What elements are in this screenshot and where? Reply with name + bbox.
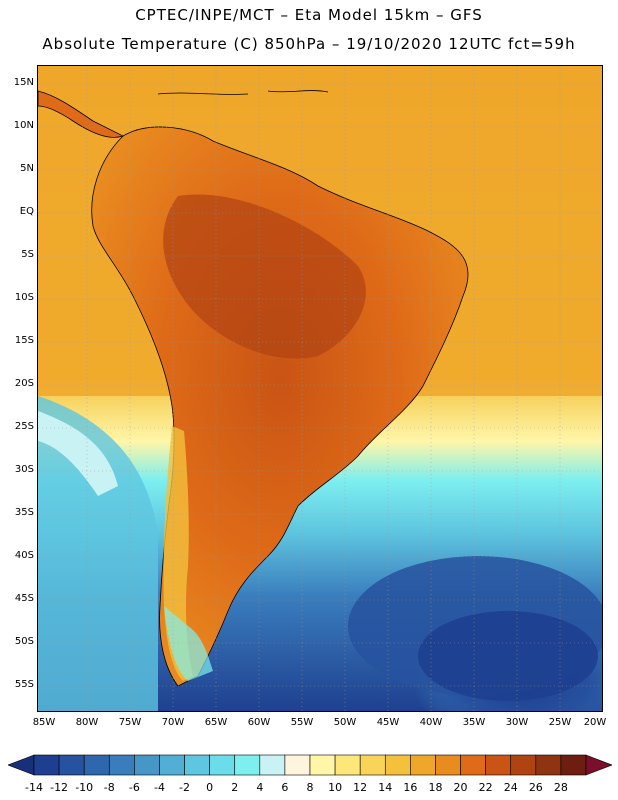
lat-label: 5S: [21, 249, 34, 260]
colorbar-swatch: [234, 754, 261, 776]
colorbar-swatch: [134, 754, 160, 776]
lat-label: 15S: [14, 335, 34, 346]
lat-label: 40S: [14, 550, 34, 561]
colorbar-swatch: [58, 754, 85, 776]
colorbar-swatch: [384, 754, 411, 776]
lon-label: 20W: [583, 717, 607, 728]
lon-label: 40W: [419, 717, 443, 728]
lon-label: 45W: [376, 717, 400, 728]
colorbar-tick-label: 22: [478, 781, 493, 794]
lat-label: 15N: [13, 77, 34, 88]
central-america-land: [38, 90, 125, 138]
lat-label: 50S: [14, 636, 34, 647]
colorbar-swatch: [560, 754, 587, 776]
colorbar-tick-label: -4: [153, 781, 165, 794]
colorbar-swatch: [359, 754, 386, 776]
colorbar-swatch: [159, 754, 185, 776]
lat-label: 45S: [14, 593, 34, 604]
colorbar-swatch: [535, 754, 562, 776]
lon-label: 65W: [204, 717, 228, 728]
colorbar-swatch: [184, 754, 210, 776]
caribbean-islands: [157, 90, 329, 95]
lon-label: 85W: [32, 717, 56, 728]
colorbar-swatch: [460, 754, 486, 776]
colorbar-swatch: [83, 754, 110, 776]
colorbar-tick-label: 14: [378, 781, 393, 794]
colorbar-tick-label: 4: [256, 781, 264, 794]
colorbar-over-arrow: [585, 754, 612, 776]
colorbar-tick-label: -12: [50, 781, 69, 794]
colorbar-swatch: [435, 754, 461, 776]
lat-label: 55S: [14, 679, 34, 690]
southeast-coldest-core: [418, 611, 598, 701]
temperature-colorbar: [8, 754, 612, 776]
colorbar-swatch: [108, 754, 135, 776]
colorbar-swatch: [334, 754, 361, 776]
colorbar-swatch: [209, 754, 236, 776]
colorbar-swatch: [33, 754, 60, 776]
lat-label: 30S: [14, 464, 34, 475]
lat-label: 10S: [14, 292, 34, 303]
colorbar-tick-label: 20: [453, 781, 468, 794]
lon-label: 55W: [290, 717, 314, 728]
patagonia-cold: [164, 606, 213, 681]
colorbar-tick-label: 6: [281, 781, 289, 794]
lon-label: 80W: [75, 717, 99, 728]
lat-label: 20S: [14, 378, 34, 389]
colorbar-tick-label: 24: [503, 781, 518, 794]
colorbar-swatch: [309, 754, 336, 776]
colorbar-tick-label: 18: [428, 781, 443, 794]
lon-label: 60W: [247, 717, 271, 728]
map-title-line1: CPTEC/INPE/MCT – Eta Model 15km – GFS: [135, 6, 483, 24]
lat-label: 35S: [14, 507, 34, 518]
colorbar-under-arrow: [8, 754, 35, 776]
colorbar-swatch: [410, 754, 436, 776]
colorbar-tick-label: 2: [231, 781, 239, 794]
colorbar-tick-label: 26: [528, 781, 543, 794]
colorbar-tick-label: -2: [179, 781, 191, 794]
lon-label: 25W: [548, 717, 572, 728]
colorbar-tick-label: -6: [128, 781, 140, 794]
lat-label: 5N: [20, 163, 34, 174]
colorbar-tick-label: -14: [25, 781, 43, 794]
colorbar-tick-label: -10: [75, 781, 94, 794]
lon-label: 70W: [161, 717, 185, 728]
colorbar-swatch: [485, 754, 512, 776]
colorbar-tick-label: 8: [306, 781, 314, 794]
lat-label: 25S: [14, 421, 34, 432]
colorbar-tick-label: 16: [403, 781, 418, 794]
colorbar-tick-label: 12: [353, 781, 368, 794]
southwest-cold-band: [38, 396, 158, 711]
hot-core: [163, 194, 366, 359]
lat-label: 10N: [13, 120, 34, 131]
colorbar-tick-label: 28: [553, 781, 568, 794]
map-title-line2: Absolute Temperature (C) 850hPa – 19/10/…: [42, 35, 576, 53]
colorbar-swatch: [259, 754, 286, 776]
colorbar-swatch: [510, 754, 537, 776]
temperature-map: [37, 65, 603, 712]
colorbar-tick-label: 0: [206, 781, 214, 794]
southwest-coldest-band: [38, 411, 118, 496]
lon-label: 35W: [462, 717, 486, 728]
lon-label: 50W: [333, 717, 357, 728]
lon-label: 75W: [118, 717, 142, 728]
colorbar-tick-label: -8: [103, 781, 115, 794]
lon-label: 30W: [505, 717, 529, 728]
colorbar-tick-label: 10: [328, 781, 343, 794]
lat-label: EQ: [19, 206, 34, 217]
colorbar-swatch: [284, 754, 311, 776]
